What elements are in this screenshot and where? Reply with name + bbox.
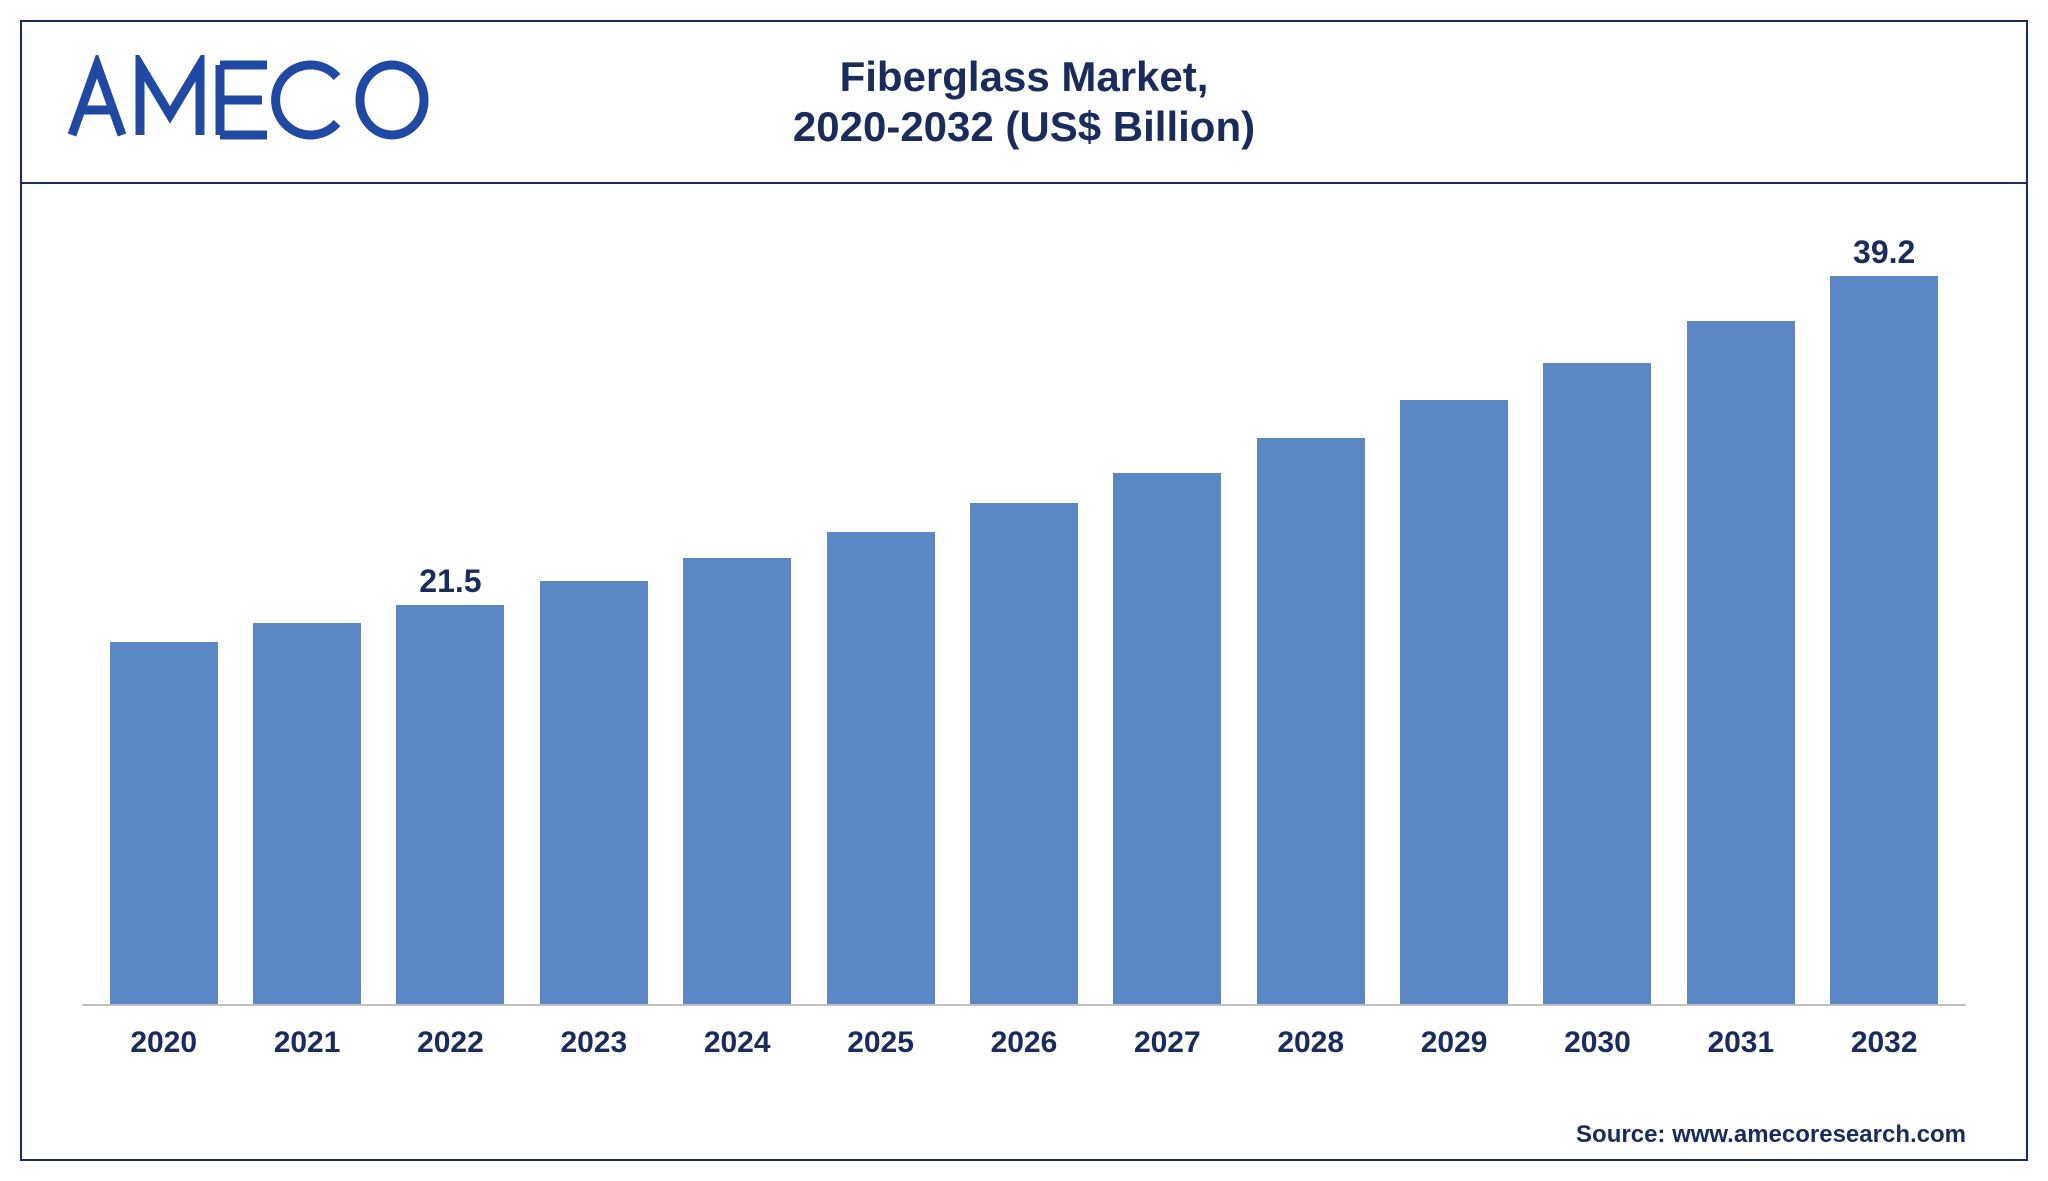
bar-group (1102, 473, 1232, 1004)
x-axis-label: 2023 (529, 1026, 659, 1060)
bar-value-label: 39.2 (1853, 234, 1915, 271)
bar-value-label: 21.5 (419, 563, 481, 600)
bar (1687, 321, 1795, 1004)
bar-group (242, 623, 372, 1004)
chart-container: Fiberglass Market, 2020-2032 (US$ Billio… (20, 20, 2028, 1161)
bar-group (1532, 363, 1662, 1004)
bar-group: 39.2 (1819, 276, 1949, 1004)
bar-group (1246, 438, 1376, 1004)
bar (1400, 400, 1508, 1004)
bar-group (672, 558, 802, 1004)
bar (1543, 363, 1651, 1004)
chart-header: Fiberglass Market, 2020-2032 (US$ Billio… (22, 22, 2026, 184)
title-line-2: 2020-2032 (US$ Billion) (793, 102, 1255, 152)
chart-plot-area: 21.539.2 2020202120222023202420252026202… (22, 184, 2026, 1104)
x-axis-label: 2027 (1102, 1026, 1232, 1060)
x-axis-label: 2024 (672, 1026, 802, 1060)
x-axis-label: 2028 (1246, 1026, 1376, 1060)
x-axis-labels: 2020 2021 2022 2023 2024 2025 2026 2027 2028 2029… (82, 1006, 1966, 1060)
x-axis-label: 2026 (959, 1026, 1089, 1060)
bar: 21.5 (396, 605, 504, 1004)
ameco-logo (62, 55, 462, 150)
x-axis-label: 2030 (1532, 1026, 1662, 1060)
bar (1257, 438, 1365, 1004)
x-axis-label: 2029 (1389, 1026, 1519, 1060)
bar-group (529, 581, 659, 1004)
bars-container: 21.5 39.2 (82, 224, 1966, 1006)
x-axis-label: 2020 (99, 1026, 229, 1060)
bar (827, 532, 935, 1004)
chart-title: Fiberglass Market, 2020-2032 (US$ Billio… (793, 52, 1255, 153)
bar-group (1389, 400, 1519, 1004)
bar-group (1676, 321, 1806, 1004)
source-attribution: Source: www.amecoresearch.com (1576, 1121, 1966, 1149)
bar (970, 503, 1078, 1004)
x-axis-label: 2025 (816, 1026, 946, 1060)
x-axis-label: 2031 (1676, 1026, 1806, 1060)
x-axis-label: 2022 (385, 1026, 515, 1060)
bar: 39.2 (1830, 276, 1938, 1004)
bar-group (816, 532, 946, 1004)
bar (683, 558, 791, 1004)
bar (110, 642, 218, 1004)
bar (253, 623, 361, 1004)
bar-group: 21.5 (385, 605, 515, 1004)
bar (540, 581, 648, 1004)
bar (1113, 473, 1221, 1004)
title-line-1: Fiberglass Market, (793, 52, 1255, 102)
x-axis-label: 2032 (1819, 1026, 1949, 1060)
bar-group (959, 503, 1089, 1004)
x-axis-label: 2021 (242, 1026, 372, 1060)
bar-group (99, 642, 229, 1004)
